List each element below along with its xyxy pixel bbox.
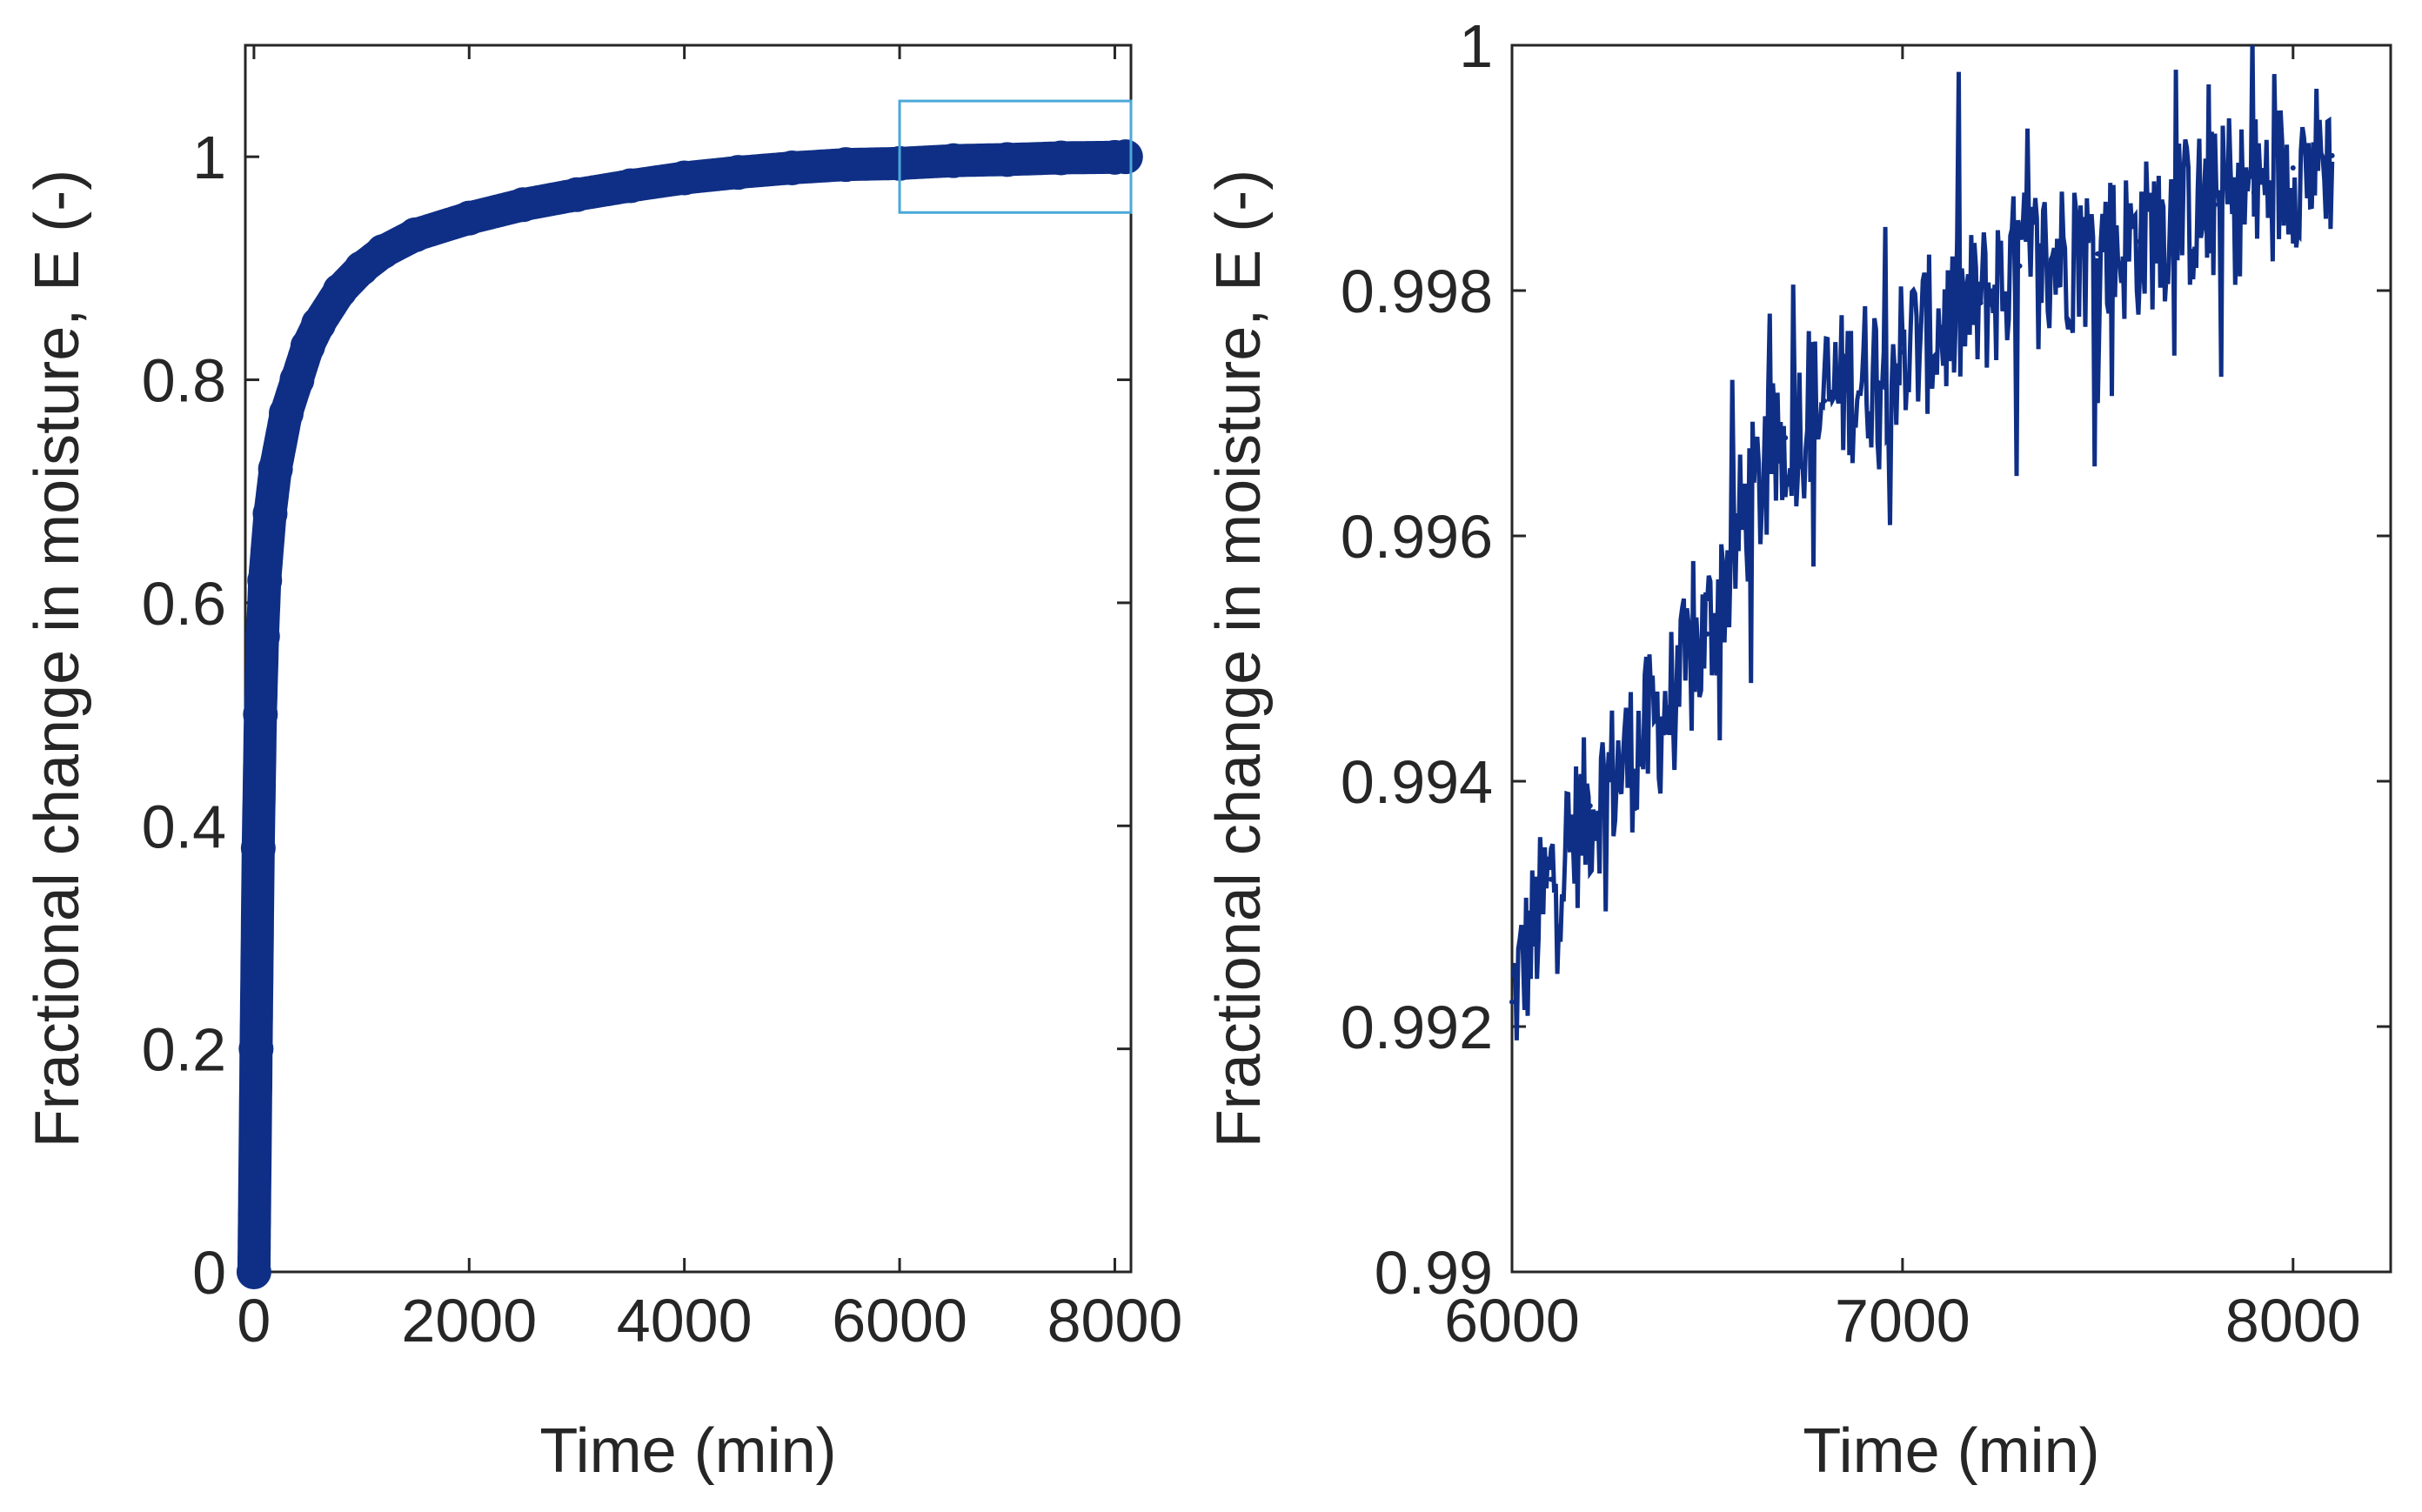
data-point	[236, 1254, 271, 1289]
data-point	[252, 496, 288, 532]
data-point	[2095, 251, 2101, 257]
data-point	[2329, 152, 2335, 158]
data-point	[452, 200, 487, 236]
left-axis-ticks	[245, 45, 1131, 1274]
data-point	[1548, 876, 1554, 882]
data-point	[1861, 373, 1866, 379]
data-point	[720, 155, 756, 191]
left-plot-frame	[244, 43, 1133, 1274]
data-point	[258, 452, 293, 487]
left-chart: 0 2000 4000 6000 8000 0 0.2 0.4 0.6 0.8 1 Time (mi…	[23, 43, 1183, 1486]
y-tick-label: 0.8	[142, 347, 226, 415]
data-point	[322, 273, 358, 308]
data-point	[1938, 324, 1944, 331]
x-tick-label: 6000	[1444, 1287, 1580, 1355]
right-data-marks	[1509, 45, 2335, 1040]
x-tick-label: 7000	[1835, 1287, 1970, 1355]
x-tick-label: 0	[237, 1287, 271, 1355]
data-point	[1704, 631, 1710, 637]
data-point	[935, 143, 971, 178]
data-point	[1899, 349, 1905, 355]
x-tick-label: 8000	[1047, 1287, 1183, 1355]
data-point	[2134, 238, 2140, 244]
data-point	[1783, 435, 1789, 441]
zoom-region-box	[898, 99, 1133, 214]
y-tick-label: 0	[192, 1239, 226, 1307]
x-tick-label: 4000	[617, 1287, 753, 1355]
y-tick-label: 0.994	[1341, 748, 1493, 816]
data-point	[1626, 753, 1632, 759]
data-point	[612, 168, 648, 204]
data-point	[2290, 165, 2296, 171]
y-tick-label: 0.998	[1341, 258, 1493, 325]
data-point	[989, 142, 1025, 177]
data-point	[774, 151, 810, 185]
data-point	[269, 396, 304, 431]
y-tick-label: 0.992	[1341, 994, 1493, 1061]
data-point	[2251, 190, 2257, 196]
data-point	[1822, 398, 1828, 404]
data-point	[1743, 508, 1750, 514]
x-tick-label: 8000	[2225, 1287, 2361, 1355]
data-point	[559, 177, 594, 212]
right-tick-labels: 6000 7000 8000 0.99 0.992 0.994 0.996 0.998 1	[1341, 12, 2361, 1355]
left-x-axis-label: Time (min)	[539, 1416, 836, 1486]
data-point	[2017, 263, 2023, 269]
data-point	[240, 830, 276, 866]
series-line	[1512, 45, 2335, 1040]
data-point	[505, 187, 541, 223]
data-point	[828, 147, 864, 183]
right-y-axis-label: Fractional change in moisture, E (-)	[1204, 170, 1274, 1147]
left-y-axis-label: Fractional change in moisture, E (-)	[23, 170, 92, 1147]
y-tick-label: 0.2	[142, 1016, 226, 1084]
data-point	[244, 619, 280, 654]
y-tick-label: 1	[192, 124, 226, 191]
x-tick-label: 6000	[832, 1287, 967, 1355]
series-line	[237, 140, 1142, 1288]
x-tick-label: 2000	[401, 1287, 537, 1355]
y-tick-label: 0.99	[1375, 1239, 1493, 1307]
data-point	[301, 306, 337, 342]
right-plot-frame	[1510, 43, 2392, 1274]
data-point	[1509, 999, 1515, 1005]
left-tick-labels: 0 2000 4000 6000 8000 0 0.2 0.4 0.6 0.8 1	[142, 124, 1183, 1355]
y-tick-label: 1	[1459, 12, 1493, 80]
right-chart: 6000 7000 8000 0.99 0.992 0.994 0.996 0.998 1 Ti…	[1204, 12, 2392, 1486]
data-point	[2173, 214, 2179, 220]
data-point	[2056, 251, 2062, 257]
data-point	[243, 697, 278, 733]
y-tick-label: 0.6	[142, 570, 226, 638]
data-point	[1587, 803, 1593, 809]
data-point	[1043, 140, 1079, 176]
data-point	[1107, 139, 1143, 175]
data-point	[2212, 202, 2218, 208]
data-point	[1665, 705, 1671, 711]
left-data-marks	[236, 139, 1143, 1289]
data-point	[279, 362, 315, 398]
data-point	[1977, 300, 1984, 306]
y-tick-label: 0.4	[142, 793, 226, 860]
data-point	[247, 563, 283, 599]
data-point	[666, 160, 702, 196]
right-x-axis-label: Time (min)	[1803, 1416, 2099, 1486]
data-point	[398, 217, 433, 252]
data-point	[238, 1031, 274, 1067]
y-tick-label: 0.996	[1341, 503, 1493, 571]
data-point	[365, 234, 401, 270]
